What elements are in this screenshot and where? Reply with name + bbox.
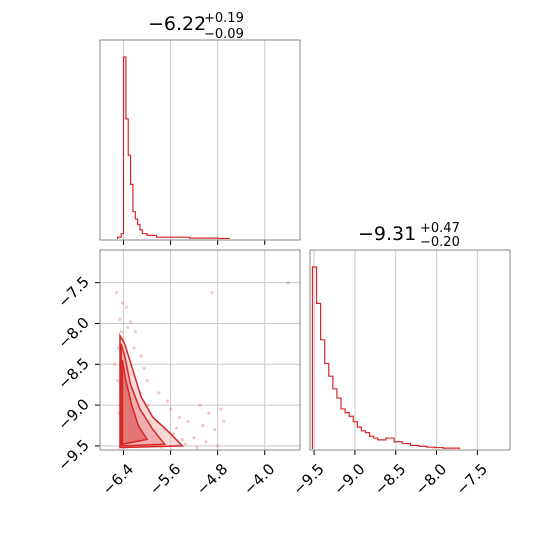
p2-x-tick-label-2: −4.8 bbox=[193, 460, 231, 498]
density-contours bbox=[119, 332, 185, 449]
scatter-point-0 bbox=[114, 290, 119, 295]
scatter-point-2 bbox=[119, 330, 123, 334]
title-minus: −0.20 bbox=[420, 235, 460, 250]
p3-x-tick-label-0: −9.5 bbox=[289, 460, 327, 498]
p3-x-tick-label-1: −9.0 bbox=[330, 460, 368, 498]
scatter-point-45 bbox=[132, 346, 136, 350]
scatter-point-41 bbox=[201, 423, 205, 428]
title-value: −9.31 bbox=[358, 223, 416, 245]
x-tick-marks bbox=[123, 240, 266, 245]
p2-y-tick-label-0: −9.5 bbox=[54, 436, 92, 474]
scatter-point-27 bbox=[128, 320, 133, 324]
title-plus: +0.19 bbox=[204, 11, 244, 26]
x-ticks: −9.5 −9.0 −8.5 −8.0 −7.5 bbox=[289, 450, 491, 499]
p2-y-tick-label-3: −8.0 bbox=[54, 314, 92, 352]
scatter-point-44 bbox=[142, 366, 146, 370]
scatter-point-46 bbox=[126, 325, 130, 330]
p3-x-tick-label-3: −8.0 bbox=[412, 460, 450, 498]
scatter-point-47 bbox=[120, 301, 124, 305]
histogram-line bbox=[117, 56, 231, 240]
scatter-point-25 bbox=[139, 354, 143, 358]
p2-y-tick-label-1: −9.0 bbox=[54, 395, 92, 433]
contour-inner bbox=[121, 360, 149, 446]
scatter-point-26 bbox=[133, 330, 137, 334]
panel-top-left: −6.22 +0.19 −0.09 bbox=[99, 11, 301, 245]
panel-bottom-right: −9.5 −9.0 −8.5 −8.0 −7.5 −9.31 +0.47 −0.20 bbox=[289, 221, 511, 499]
scatter-point-39 bbox=[221, 419, 226, 424]
scatter-point-38 bbox=[286, 281, 290, 285]
scatter-point-23 bbox=[157, 391, 161, 395]
axes-frame bbox=[99, 39, 301, 241]
scatter-point-52 bbox=[183, 442, 187, 446]
p2-x-tick-label-3: −4.0 bbox=[240, 460, 278, 498]
scatter-point-40 bbox=[216, 444, 220, 448]
scatter-point-19 bbox=[207, 411, 211, 415]
scatter-point-14 bbox=[171, 432, 176, 436]
scatter-point-1 bbox=[118, 317, 122, 321]
scatter-point-16 bbox=[192, 436, 196, 440]
scatter-point-42 bbox=[177, 415, 182, 419]
panel-bottom-left: −6.4 −5.6 −4.8 −4.0 −9.5−9.0−8.5−8.0−7.5 bbox=[54, 249, 301, 499]
p3-x-tick-label-2: −8.5 bbox=[371, 460, 409, 498]
p2-y-tick-label-4: −7.5 bbox=[54, 273, 92, 311]
scatter-point-17 bbox=[204, 440, 208, 444]
y-ticks: −9.5−9.0−8.5−8.0−7.5 bbox=[54, 273, 100, 475]
scatter-point-24 bbox=[145, 379, 149, 383]
title-minus: −0.09 bbox=[204, 27, 244, 42]
title-value: −6.22 bbox=[148, 13, 206, 35]
axes-frame bbox=[99, 249, 301, 451]
title-plus: +0.47 bbox=[420, 221, 460, 236]
scatter-point-20 bbox=[198, 403, 202, 407]
x-ticks: −6.4 −5.6 −4.8 −4.0 bbox=[99, 450, 278, 499]
histogram-line bbox=[311, 266, 460, 449]
p2-x-tick-label-1: −5.6 bbox=[146, 460, 184, 498]
p2-y-tick-label-2: −8.5 bbox=[54, 354, 92, 392]
scatter-point-43 bbox=[166, 399, 170, 403]
p3-x-tick-label-4: −7.5 bbox=[453, 460, 491, 498]
scatter-point-48 bbox=[113, 362, 117, 366]
scatter-point-22 bbox=[168, 407, 173, 411]
scatter-point-50 bbox=[146, 403, 150, 407]
scatter-point-28 bbox=[124, 305, 129, 309]
scatter-point-15 bbox=[180, 437, 184, 441]
scatter-point-51 bbox=[174, 426, 179, 430]
scatter-point-54 bbox=[218, 407, 223, 411]
grid-lines bbox=[123, 40, 266, 240]
scatter-point-37 bbox=[210, 290, 214, 295]
p2-x-tick-label-0: −6.4 bbox=[99, 460, 137, 498]
scatter-point-18 bbox=[213, 427, 217, 432]
scatter-point-30 bbox=[116, 379, 120, 383]
axes-frame bbox=[309, 249, 511, 451]
scatter-point-21 bbox=[186, 419, 190, 424]
grid-lines bbox=[313, 250, 478, 450]
scatter-point-53 bbox=[195, 445, 199, 450]
